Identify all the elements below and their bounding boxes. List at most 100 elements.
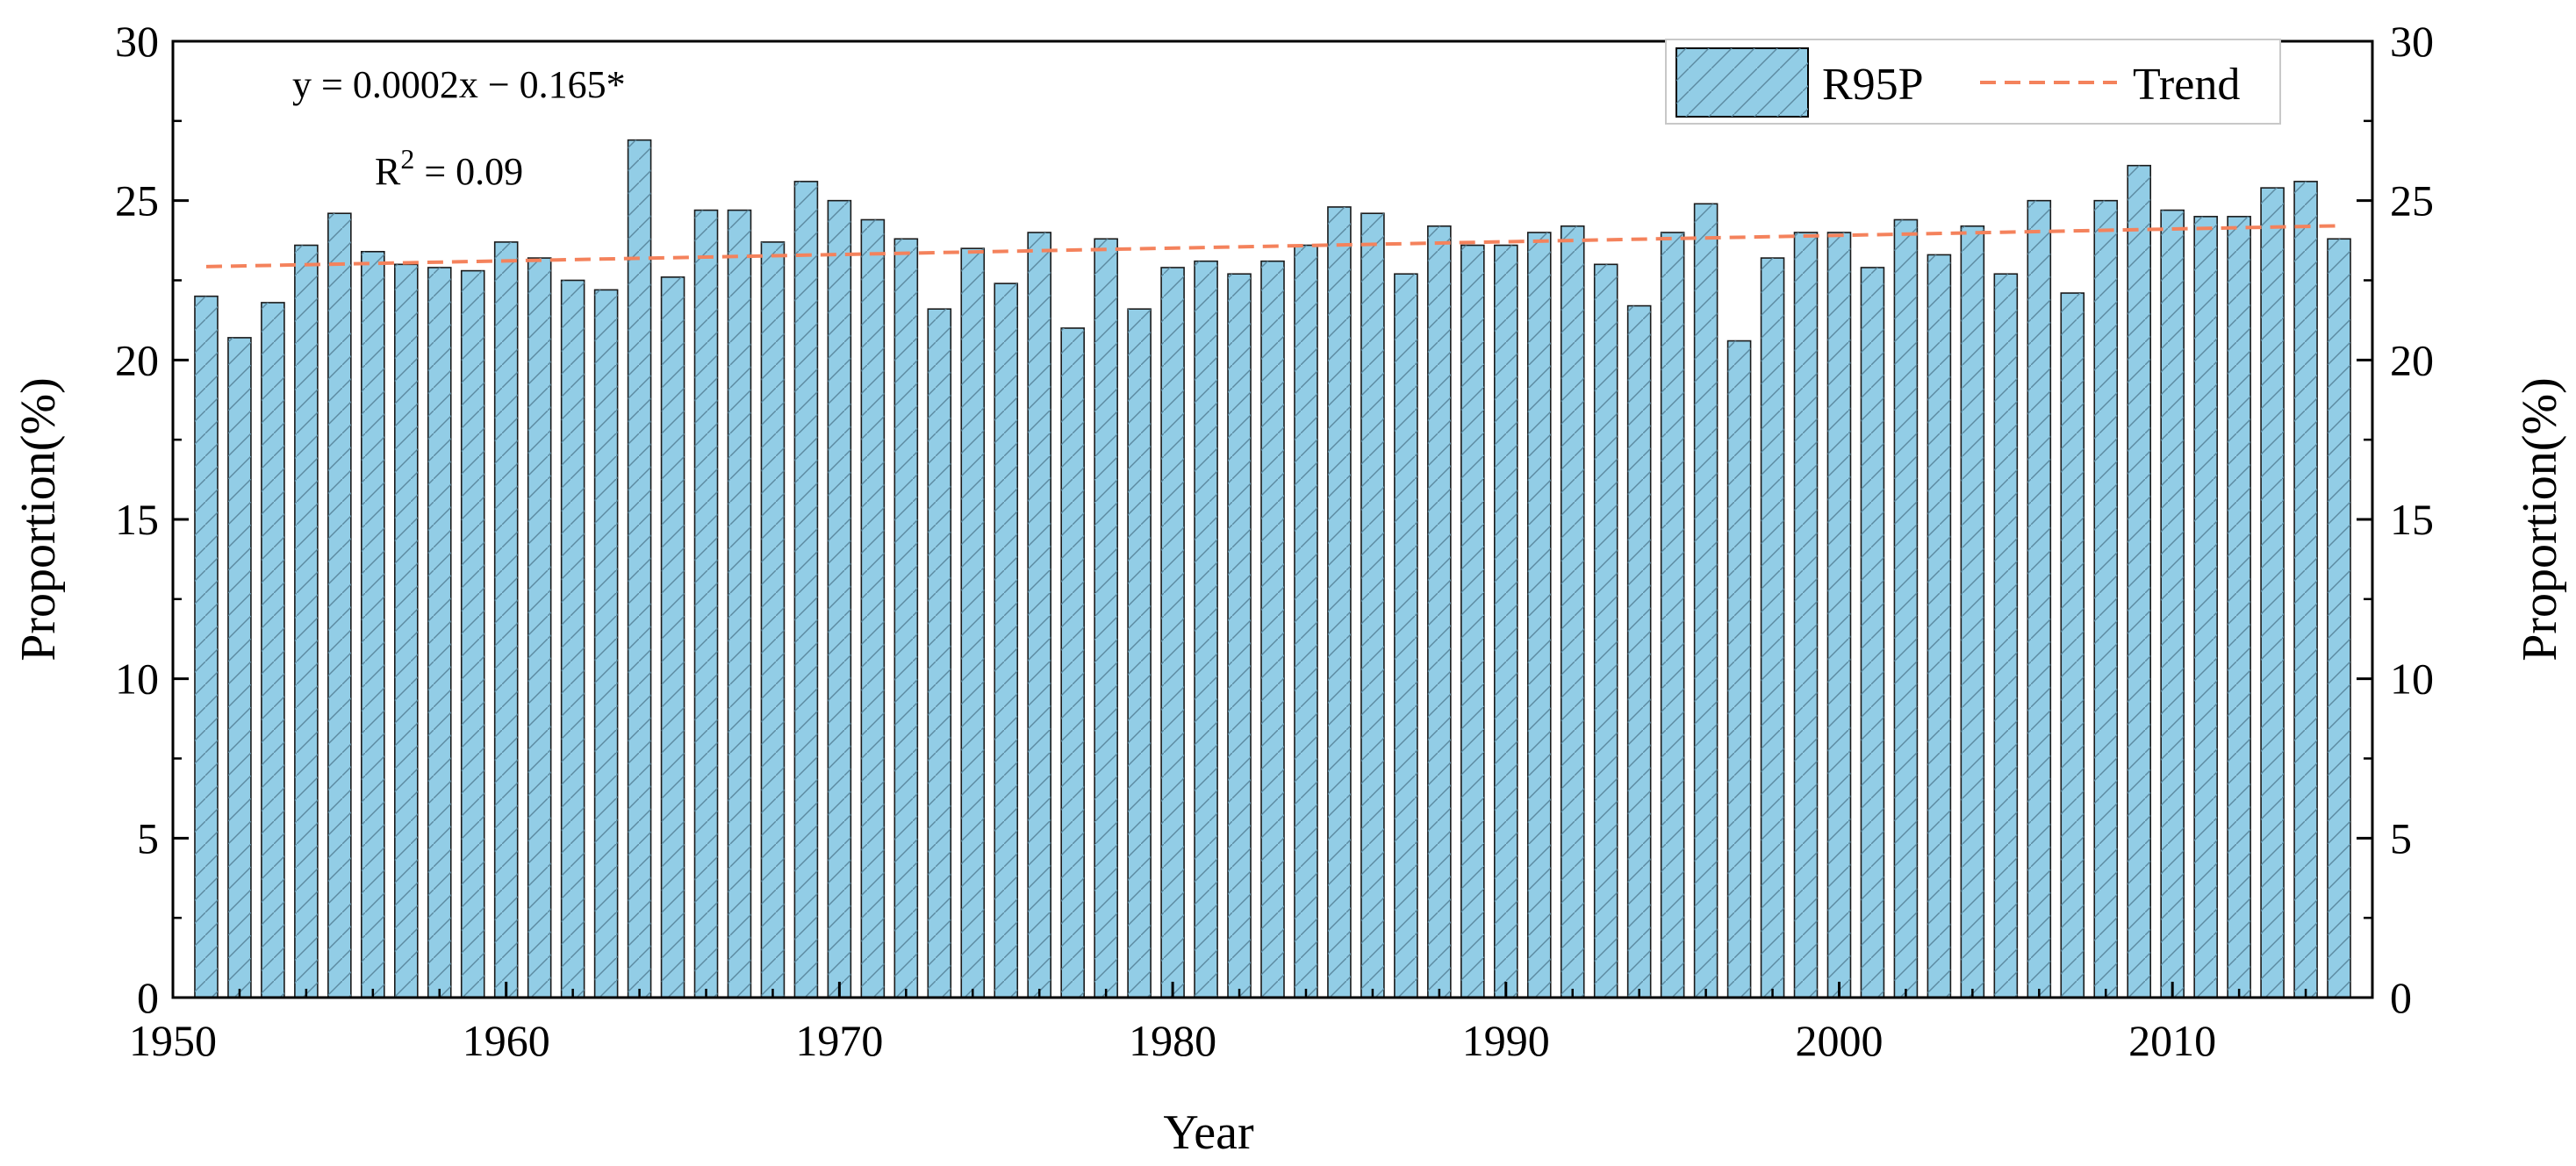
legend-swatch-r95p-hatch: [1676, 48, 1808, 117]
r-squared-value: = 0.09: [414, 150, 523, 193]
axes-group: 0 0 5 5 10 10 15 15 20 20 25 25 30 30 1950 1960 1970 1980…: [115, 17, 2434, 1065]
r-squared-sup: 2: [400, 143, 414, 175]
bar-hatch-1959: [461, 270, 484, 998]
bar-hatch-1971: [861, 219, 885, 998]
y-axis-title-right: Proportion(%): [2513, 377, 2567, 662]
x-tick-label: 1960: [463, 1016, 550, 1065]
y-tick-label-left: 20: [115, 335, 159, 384]
bar-hatch-1966: [694, 210, 718, 998]
bar-hatch-1963: [594, 290, 618, 998]
bar-hatch-1982: [1228, 274, 1252, 998]
bar-hatch-1999: [1794, 232, 1818, 998]
bar-hatch-1964: [628, 139, 651, 998]
trend-equation: y = 0.0002x − 0.165*: [292, 63, 626, 106]
bar-hatch-1988: [1427, 225, 1451, 998]
bar-hatch-2005: [1994, 274, 2018, 998]
bar-hatch-2000: [1827, 232, 1851, 998]
bar-hatch-1955: [327, 213, 351, 998]
bar-hatch-1958: [427, 267, 451, 998]
bar-hatch-1991: [1527, 232, 1551, 998]
bar-hatch-1970: [828, 200, 851, 998]
bar-hatch-1998: [1761, 258, 1784, 998]
bar-hatch-2007: [2061, 293, 2084, 998]
bar-hatch-1980: [1161, 267, 1185, 998]
bar-hatch-1975: [994, 283, 1018, 998]
x-tick-label: 1970: [795, 1016, 883, 1065]
bar-hatch-1972: [894, 239, 918, 998]
bar-hatch-1974: [961, 248, 985, 998]
bar-hatch-1985: [1327, 206, 1351, 998]
bar-hatch-1987: [1394, 274, 1417, 998]
bar-hatch-1973: [928, 309, 951, 998]
y-tick-label-right: 15: [2390, 495, 2434, 544]
bar-hatch-1986: [1360, 213, 1384, 998]
bar-hatch-1957: [394, 264, 418, 998]
bar-hatch-2013: [2261, 188, 2285, 998]
bar-hatch-2002: [1894, 219, 1918, 998]
bar-hatch-1989: [1460, 245, 1484, 998]
bar-hatch-1961: [527, 258, 551, 998]
bar-hatch-2011: [2194, 216, 2218, 998]
bar-hatch-1956: [361, 251, 384, 998]
bar-hatch-1951: [194, 296, 218, 998]
bar-hatch-2012: [2228, 216, 2251, 998]
x-tick-label: 1950: [129, 1016, 217, 1065]
bar-hatch-2014: [2294, 181, 2318, 998]
y-tick-label-right: 10: [2390, 655, 2434, 704]
y-tick-label-right: 30: [2390, 17, 2434, 66]
bar-hatch-1997: [1727, 340, 1751, 998]
r-squared-prefix: R: [375, 150, 401, 193]
x-tick-label: 1990: [1462, 1016, 1550, 1065]
x-tick-label: 1980: [1129, 1016, 1216, 1065]
bars-group: [194, 139, 2351, 998]
legend: R95P Trend: [1665, 39, 2281, 125]
bar-hatch-1968: [761, 241, 785, 998]
bar-hatch-1993: [1594, 264, 1618, 998]
y-tick-label-left: 5: [137, 813, 159, 862]
x-tick-label: 2000: [1795, 1016, 1883, 1065]
bar-hatch-2015: [2328, 239, 2351, 998]
y-tick-label-right: 5: [2390, 813, 2412, 862]
bar-hatch-1984: [1294, 245, 1317, 998]
y-tick-label-left: 0: [137, 973, 159, 1022]
y-tick-label-right: 20: [2390, 335, 2434, 384]
trend-line: [205, 224, 2340, 268]
bar-hatch-2010: [2161, 210, 2185, 998]
y-tick-label-left: 15: [115, 495, 159, 544]
bar-hatch-1965: [661, 276, 685, 998]
trend-group: [205, 224, 2340, 268]
y-tick-label-right: 25: [2390, 176, 2434, 225]
bar-hatch-1996: [1694, 204, 1718, 998]
bar-hatch-1994: [1627, 305, 1651, 998]
bar-hatch-1990: [1494, 245, 1518, 998]
bar-hatch-1983: [1261, 261, 1284, 998]
bar-hatch-1977: [1061, 328, 1085, 998]
y-axis-title-left: Proportion(%): [11, 377, 66, 662]
bar-hatch-1960: [494, 241, 518, 998]
legend-label-trend: Trend: [2133, 60, 2240, 110]
y-tick-label-left: 30: [115, 17, 159, 66]
bar-hatch-1978: [1094, 239, 1118, 998]
bar-hatch-1967: [728, 210, 751, 998]
r-squared: R2 = 0.09: [375, 143, 523, 193]
bar-hatch-1981: [1195, 261, 1218, 998]
y-tick-label-left: 25: [115, 176, 159, 225]
y-tick-label-right: 0: [2390, 973, 2412, 1022]
bar-hatch-2008: [2094, 200, 2118, 998]
bar-hatch-2003: [1927, 254, 1951, 998]
legend-label-r95p: R95P: [1822, 60, 1924, 110]
bar-hatch-1992: [1561, 225, 1584, 998]
y-tick-label-left: 10: [115, 655, 159, 704]
bar-hatch-1976: [1028, 232, 1051, 998]
x-tick-label: 2010: [2128, 1016, 2216, 1065]
bar-hatch-1954: [294, 245, 318, 998]
bar-hatch-1962: [561, 280, 585, 998]
bar-hatch-2001: [1861, 267, 1884, 998]
x-axis-title: Year: [1163, 1105, 1254, 1160]
bar-hatch-2004: [1961, 225, 1984, 998]
bar-hatch-1979: [1128, 309, 1152, 998]
bar-hatch-2006: [2027, 200, 2051, 998]
bar-hatch-1952: [227, 337, 251, 998]
bar-hatch-1995: [1661, 232, 1684, 998]
